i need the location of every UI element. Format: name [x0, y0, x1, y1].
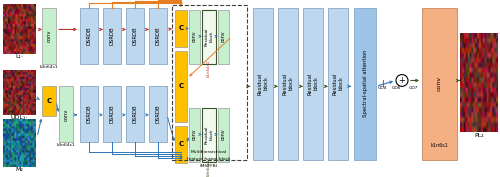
Bar [126, 8, 144, 64]
Text: Residual
block: Residual block [204, 125, 214, 144]
Bar [59, 86, 73, 142]
Bar [303, 8, 323, 160]
Text: +: + [398, 76, 406, 85]
Text: Residual
block: Residual block [332, 72, 344, 95]
Text: C: C [178, 25, 184, 32]
Bar [42, 86, 56, 116]
Bar [175, 126, 187, 163]
Text: Residual
block: Residual block [204, 27, 214, 45]
Text: conv: conv [46, 29, 52, 42]
Bar [42, 8, 56, 64]
Text: DSRDB: DSRDB [156, 26, 160, 45]
Bar [253, 8, 273, 160]
Bar [189, 10, 200, 64]
Text: conv: conv [220, 129, 226, 140]
Bar [189, 108, 200, 162]
Bar [103, 8, 121, 64]
Bar [202, 10, 216, 64]
Text: DSRDB: DSRDB [110, 105, 114, 123]
Text: PL₂: PL₂ [474, 133, 484, 138]
Text: Residual
block: Residual block [258, 72, 268, 95]
Text: k3n64s1: k3n64s1 [40, 65, 58, 69]
Text: conv: conv [192, 129, 196, 140]
Text: k1n6s1: k1n6s1 [430, 143, 448, 148]
Text: DSRDB: DSRDB [110, 26, 114, 45]
Bar [175, 10, 187, 47]
Bar [175, 51, 187, 122]
Text: DSRDB: DSRDB [86, 105, 92, 123]
Text: C: C [178, 141, 184, 147]
Text: GD4: GD4 [378, 86, 386, 90]
Bar [80, 8, 98, 64]
Bar [202, 108, 216, 162]
Text: GD6: GD6 [392, 86, 400, 90]
Text: UDL₁·: UDL₁· [10, 115, 28, 120]
Text: conv: conv [192, 30, 196, 42]
Text: conv: conv [220, 30, 226, 42]
Text: L₁·: L₁· [15, 54, 23, 59]
Bar [422, 8, 457, 160]
Text: conv: conv [64, 109, 68, 121]
Bar [218, 108, 229, 162]
Bar [328, 8, 348, 160]
Bar [218, 10, 229, 64]
Text: DSRDB: DSRDB [156, 105, 160, 123]
Bar [149, 8, 167, 64]
Bar [149, 86, 167, 142]
Text: C: C [46, 98, 52, 104]
Text: conv: conv [436, 76, 442, 91]
Text: DSRDB: DSRDB [132, 105, 138, 123]
Text: Residual
block: Residual block [308, 72, 318, 95]
Text: DSRDB: DSRDB [132, 26, 138, 45]
Text: C: C [178, 83, 184, 89]
Text: M₂: M₂ [15, 167, 23, 172]
Bar [354, 8, 376, 160]
Text: Residual
block: Residual block [282, 72, 294, 95]
Bar [278, 8, 298, 160]
Bar [80, 86, 98, 142]
Text: k1n64s1: k1n64s1 [207, 60, 211, 77]
Text: DSRDB: DSRDB [86, 26, 92, 45]
Text: feature fusion block: feature fusion block [188, 157, 230, 161]
Text: Spectral-spatial attention: Spectral-spatial attention [362, 50, 368, 117]
Text: Multihierarchical: Multihierarchical [191, 150, 227, 154]
Text: k3n64s1: k3n64s1 [207, 158, 211, 176]
Bar [172, 5, 247, 160]
Text: GD7: GD7 [408, 86, 418, 90]
Text: k3n64s1: k3n64s1 [57, 143, 75, 147]
Bar [126, 86, 144, 142]
Bar [103, 86, 121, 142]
Text: (MHFFB): (MHFFB) [200, 164, 218, 168]
